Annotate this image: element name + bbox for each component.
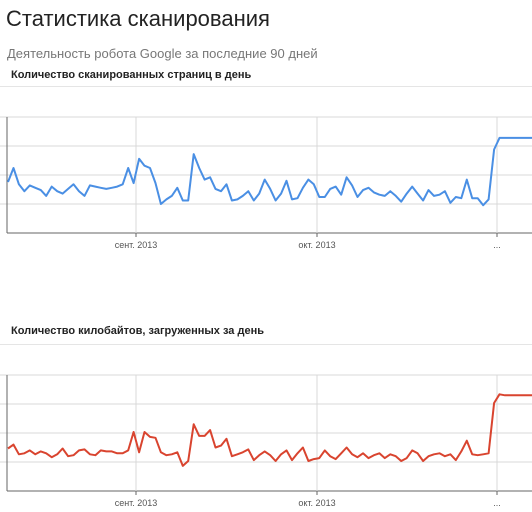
x-tick-label: окт. 2013	[298, 240, 335, 250]
kilobytes-downloaded-chart[interactable]: сент. 2013 окт. 2013...	[0, 368, 532, 512]
page-subtitle: Деятельность робота Google за последние …	[7, 46, 318, 61]
x-tick-label: ...	[493, 498, 501, 508]
page-title: Статистика сканирования	[6, 6, 270, 31]
kilobytes-chart-divider	[0, 344, 532, 345]
pages-series-line[interactable]	[7, 136, 532, 207]
kilobytes-chart-title: Количество килобайтов, загруженных за де…	[11, 325, 264, 337]
x-tick-label: сент. 2013	[115, 498, 158, 508]
pages-chart-divider	[0, 86, 532, 87]
pages-chart-title: Количество сканированных страниц в день	[11, 69, 252, 81]
pages-crawled-chart[interactable]: сент. 2013 окт. 2013...	[0, 110, 532, 260]
x-tick-label: ...	[493, 240, 501, 250]
kilobytes-series-line[interactable]	[7, 393, 532, 467]
x-tick-label: окт. 2013	[298, 498, 335, 508]
x-tick-label: сент. 2013	[115, 240, 158, 250]
